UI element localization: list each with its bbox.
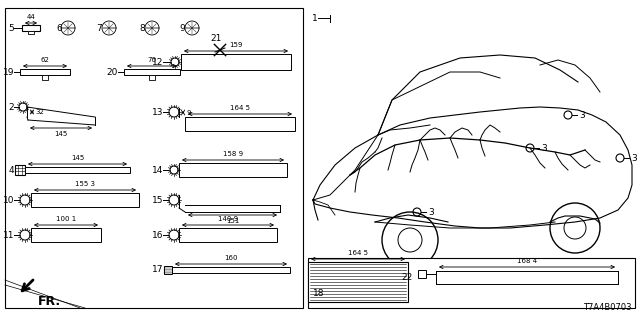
Text: 11: 11 xyxy=(3,230,14,239)
Bar xyxy=(31,228,101,242)
Text: FR.: FR. xyxy=(38,295,61,308)
Text: 20: 20 xyxy=(107,68,118,76)
Text: 21: 21 xyxy=(210,34,221,43)
Bar xyxy=(42,75,48,80)
Text: 160: 160 xyxy=(224,255,237,261)
Text: 140 9: 140 9 xyxy=(218,216,238,222)
Bar xyxy=(124,69,180,75)
Text: 151: 151 xyxy=(226,218,239,224)
Bar xyxy=(149,75,155,80)
Text: 13: 13 xyxy=(152,108,163,116)
Bar xyxy=(179,163,287,177)
Text: 9: 9 xyxy=(179,23,185,33)
Bar xyxy=(179,228,277,242)
Bar xyxy=(22,25,40,31)
Text: 17: 17 xyxy=(152,266,163,275)
Text: 62: 62 xyxy=(40,57,49,63)
Text: 18: 18 xyxy=(313,290,324,299)
Bar xyxy=(308,258,635,308)
Text: 44: 44 xyxy=(27,14,35,20)
Text: 155 3: 155 3 xyxy=(75,181,95,187)
Bar xyxy=(31,193,139,207)
Bar xyxy=(172,267,290,273)
Text: 7: 7 xyxy=(96,23,102,33)
Text: 16: 16 xyxy=(152,230,163,239)
Bar xyxy=(418,270,426,278)
Text: 164 5: 164 5 xyxy=(348,250,368,256)
Text: 164 5: 164 5 xyxy=(230,105,250,111)
Text: 19: 19 xyxy=(3,68,14,76)
Bar xyxy=(185,117,295,131)
Text: 4: 4 xyxy=(8,165,14,174)
Text: 10: 10 xyxy=(3,196,14,204)
Text: 100 1: 100 1 xyxy=(56,216,76,222)
Bar xyxy=(15,165,25,175)
Text: 14: 14 xyxy=(152,165,163,174)
Text: 158 9: 158 9 xyxy=(223,151,243,157)
Bar xyxy=(20,69,70,75)
Text: 3: 3 xyxy=(541,143,547,153)
Bar xyxy=(308,262,408,302)
Text: 168 4: 168 4 xyxy=(517,258,537,264)
Text: T7A4B0703: T7A4B0703 xyxy=(584,303,632,312)
Text: 3: 3 xyxy=(579,110,585,119)
Text: 8: 8 xyxy=(140,23,145,33)
Text: 32: 32 xyxy=(35,109,44,115)
Text: 12: 12 xyxy=(152,58,163,67)
Text: 70: 70 xyxy=(147,57,157,63)
Text: 9: 9 xyxy=(186,109,191,116)
Text: 159: 159 xyxy=(229,42,243,48)
Text: 22: 22 xyxy=(402,274,413,283)
Text: 2: 2 xyxy=(8,102,14,111)
Text: 3: 3 xyxy=(631,154,637,163)
Text: 145: 145 xyxy=(54,131,68,137)
Bar xyxy=(5,8,303,308)
Bar xyxy=(164,266,172,274)
Text: 1: 1 xyxy=(312,13,317,22)
Bar xyxy=(25,167,130,173)
Text: 145: 145 xyxy=(71,155,84,161)
Text: 3: 3 xyxy=(428,207,434,217)
Text: 5: 5 xyxy=(8,23,14,33)
Bar xyxy=(181,54,291,70)
Text: 15: 15 xyxy=(152,196,163,204)
Bar xyxy=(28,31,34,34)
Text: 6: 6 xyxy=(56,23,62,33)
